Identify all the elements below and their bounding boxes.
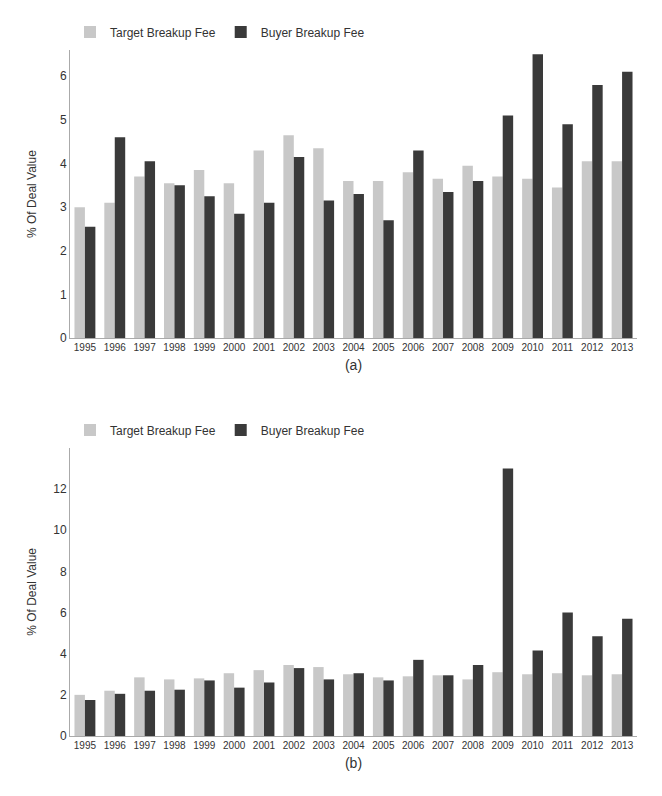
svg-text:2004: 2004: [342, 342, 365, 353]
svg-text:2003: 2003: [313, 342, 336, 353]
svg-text:2007: 2007: [432, 342, 455, 353]
svg-text:1998: 1998: [163, 342, 186, 353]
svg-text:2012: 2012: [581, 342, 604, 353]
svg-text:1996: 1996: [104, 740, 127, 751]
svg-text:Target Breakup Fee: Target Breakup Fee: [110, 26, 216, 40]
svg-text:2002: 2002: [283, 740, 306, 751]
svg-text:12: 12: [53, 482, 67, 496]
svg-text:2006: 2006: [402, 740, 425, 751]
svg-text:10: 10: [53, 523, 67, 537]
svg-text:2010: 2010: [521, 342, 544, 353]
svg-text:2000: 2000: [223, 342, 246, 353]
svg-text:2: 2: [60, 244, 67, 258]
svg-text:8: 8: [60, 565, 67, 579]
svg-text:(b): (b): [345, 755, 362, 771]
svg-text:2009: 2009: [492, 342, 515, 353]
svg-text:4: 4: [60, 157, 67, 171]
svg-text:1999: 1999: [193, 342, 216, 353]
svg-text:2012: 2012: [581, 740, 604, 751]
svg-text:Target Breakup Fee: Target Breakup Fee: [110, 424, 216, 438]
svg-text:2006: 2006: [402, 342, 425, 353]
svg-text:1997: 1997: [133, 342, 156, 353]
svg-text:6: 6: [60, 69, 67, 83]
svg-text:2: 2: [60, 688, 67, 702]
svg-text:2001: 2001: [253, 740, 276, 751]
svg-text:2013: 2013: [611, 740, 634, 751]
svg-text:1: 1: [60, 288, 67, 302]
svg-text:% Of Deal Value: % Of Deal Value: [25, 548, 39, 636]
svg-text:2005: 2005: [372, 740, 395, 751]
svg-text:2003: 2003: [313, 740, 336, 751]
svg-text:Buyer Breakup Fee: Buyer Breakup Fee: [261, 26, 365, 40]
svg-text:2008: 2008: [462, 342, 485, 353]
svg-text:1996: 1996: [104, 342, 127, 353]
svg-text:5: 5: [60, 113, 67, 127]
svg-text:2004: 2004: [342, 740, 365, 751]
svg-text:2013: 2013: [611, 342, 634, 353]
svg-text:2009: 2009: [492, 740, 515, 751]
svg-text:(a): (a): [345, 357, 362, 373]
svg-text:2010: 2010: [521, 740, 544, 751]
svg-text:2011: 2011: [552, 342, 574, 353]
svg-text:1997: 1997: [133, 740, 156, 751]
svg-text:3: 3: [60, 200, 67, 214]
svg-text:0: 0: [60, 331, 67, 345]
svg-text:4: 4: [60, 647, 67, 661]
svg-text:0: 0: [60, 729, 67, 743]
svg-text:2002: 2002: [283, 342, 306, 353]
svg-text:2005: 2005: [372, 342, 395, 353]
svg-text:2000: 2000: [223, 740, 246, 751]
svg-text:2001: 2001: [253, 342, 276, 353]
svg-text:1995: 1995: [74, 740, 97, 751]
svg-text:2008: 2008: [462, 740, 485, 751]
svg-text:1999: 1999: [193, 740, 216, 751]
svg-text:1995: 1995: [74, 342, 97, 353]
svg-text:Buyer Breakup Fee: Buyer Breakup Fee: [261, 424, 365, 438]
svg-text:2011: 2011: [552, 740, 574, 751]
svg-text:2007: 2007: [432, 740, 455, 751]
svg-text:1998: 1998: [163, 740, 186, 751]
svg-text:6: 6: [60, 606, 67, 620]
svg-text:% Of Deal Value: % Of Deal Value: [25, 150, 39, 238]
